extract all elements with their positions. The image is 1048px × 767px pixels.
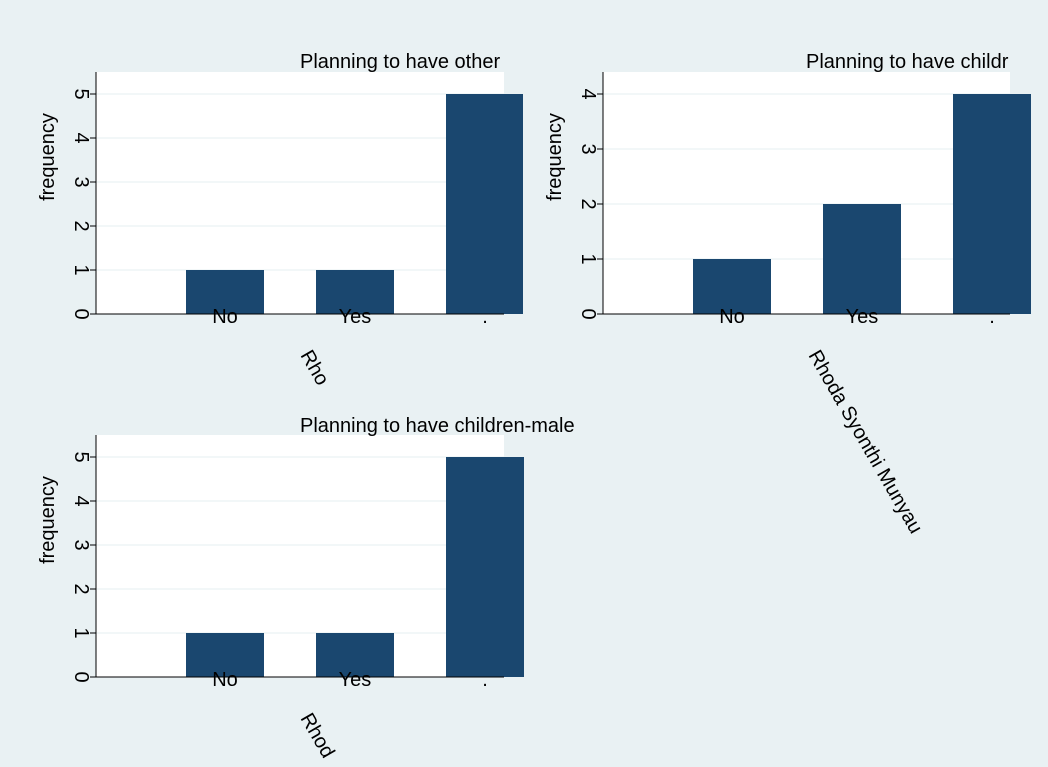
y-tick-label: 4 <box>577 88 599 99</box>
bar-no <box>186 270 264 314</box>
chart-panel-2: 0 1 2 3 4 frequency No Yes . Planning to have chi… <box>544 51 1031 538</box>
y-tick-label: 2 <box>70 220 92 231</box>
y-tick-label: 2 <box>577 198 599 209</box>
y-tick-label: 1 <box>70 264 92 275</box>
x-axis-title: Rhoda Syonthi Munyau <box>804 347 927 538</box>
x-category-label: Yes <box>846 306 879 328</box>
y-axis-title: frequency <box>544 113 566 201</box>
y-tick-label: 4 <box>70 495 92 506</box>
y-tick-label: 4 <box>70 132 92 143</box>
y-tick-label: 0 <box>70 671 92 682</box>
x-category-label: No <box>212 669 238 691</box>
plot-area <box>96 435 504 677</box>
bar-yes <box>316 633 394 677</box>
plot-area <box>603 72 1010 314</box>
y-tick-label: 5 <box>70 451 92 462</box>
x-category-label: No <box>719 306 745 328</box>
x-category-label: . <box>482 306 488 328</box>
y-tick-label: 3 <box>577 143 599 154</box>
bar-no <box>186 633 264 677</box>
plot-area <box>96 72 504 314</box>
x-category-label: . <box>482 669 488 691</box>
y-tick-label: 2 <box>70 583 92 594</box>
x-category-label: Yes <box>339 669 372 691</box>
bar-yes <box>823 204 901 314</box>
chart-title: Planning to have other <box>300 51 500 73</box>
bar-no <box>693 259 771 314</box>
bar-missing <box>953 94 1031 314</box>
y-tick-label: 1 <box>577 253 599 264</box>
x-category-label: Yes <box>339 306 372 328</box>
y-tick-label: 3 <box>70 539 92 550</box>
y-tick-label: 0 <box>577 308 599 319</box>
y-axis-title: frequency <box>37 476 59 564</box>
y-tick-label: 5 <box>70 88 92 99</box>
chart-title: Planning to have children-male <box>300 415 575 437</box>
chart-panel-3: 0 1 2 3 4 5 frequency No Yes . Planning to have ch… <box>37 415 575 762</box>
x-category-label: No <box>212 306 238 328</box>
chart-panel-1: 0 1 2 3 4 5 frequency No Yes . Planning to have ot… <box>37 51 523 390</box>
y-axis-title: frequency <box>37 113 59 201</box>
bar-missing <box>446 94 523 314</box>
y-tick-label: 3 <box>70 176 92 187</box>
x-category-label: . <box>989 306 995 328</box>
bar-missing <box>446 457 524 677</box>
chart-title: Planning to have childr <box>806 51 1009 73</box>
x-axis-title: Rho <box>296 347 333 390</box>
x-axis-title: Rhod <box>296 710 339 762</box>
bar-yes <box>316 270 394 314</box>
y-tick-label: 1 <box>70 627 92 638</box>
y-tick-label: 0 <box>70 308 92 319</box>
